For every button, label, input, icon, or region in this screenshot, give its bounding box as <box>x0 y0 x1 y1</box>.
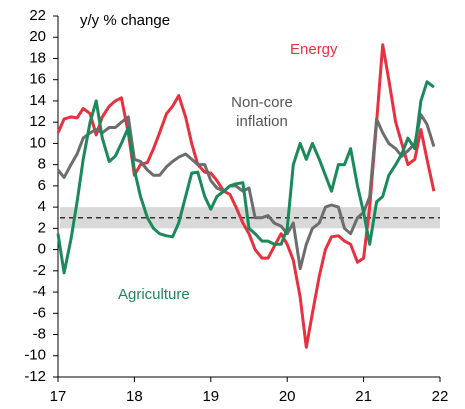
y-tick-label: -2 <box>33 262 46 279</box>
x-tick-label: 22 <box>432 388 449 405</box>
energy-label: Energy <box>290 41 338 58</box>
non-core-label: Non-core inflation <box>231 94 293 130</box>
agriculture-label: Agriculture <box>118 286 190 303</box>
y-tick-label: 16 <box>29 71 46 88</box>
y-tick-label: 10 <box>29 134 46 151</box>
y-tick-label: -10 <box>24 347 46 364</box>
x-tick-label: 21 <box>355 388 372 405</box>
y-tick-label: 2 <box>38 219 46 236</box>
y-tick-label: 12 <box>29 113 46 130</box>
x-tick-label: 17 <box>50 388 67 405</box>
series-line <box>56 113 436 271</box>
y-tick-label: 22 <box>29 7 46 24</box>
x-tick-label: 20 <box>279 388 296 405</box>
y-tick-label: -6 <box>33 304 46 321</box>
y-tick-label: 8 <box>38 156 46 173</box>
y-tick-label: -4 <box>33 283 46 300</box>
y-tick-label: 4 <box>38 198 46 215</box>
y-tick-label: 0 <box>38 241 46 258</box>
x-tick-label: 19 <box>202 388 219 405</box>
y-tick-label: 6 <box>38 177 46 194</box>
y-tick-label: -8 <box>33 325 46 342</box>
y-tick-label: -12 <box>24 368 46 385</box>
x-tick-label: 18 <box>126 388 143 405</box>
y-tick-label: 18 <box>29 49 46 66</box>
chart-title: y/y % change <box>80 12 170 29</box>
y-tick-label: 14 <box>29 92 46 109</box>
y-tick-label: 20 <box>29 28 46 45</box>
series-line <box>56 80 435 275</box>
